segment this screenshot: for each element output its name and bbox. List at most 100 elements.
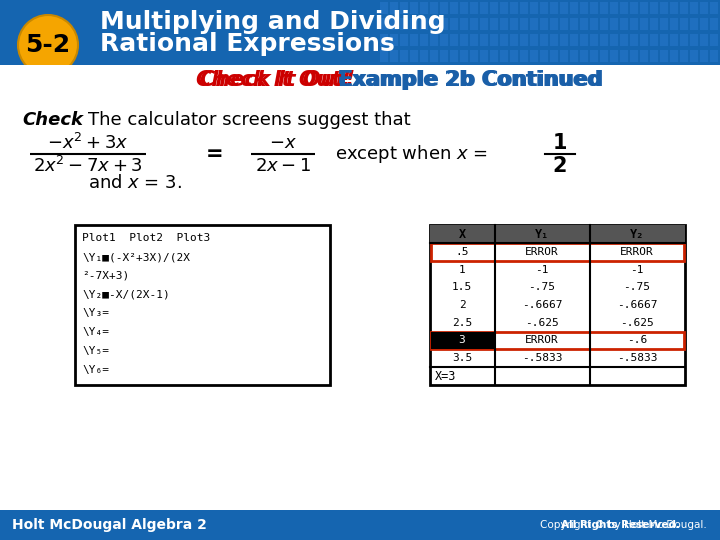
Bar xyxy=(450,2,458,14)
Bar xyxy=(500,50,508,62)
Bar xyxy=(630,82,638,94)
Bar xyxy=(390,34,398,46)
Bar xyxy=(500,34,508,46)
Bar xyxy=(430,225,685,385)
Text: -.5833: -.5833 xyxy=(617,353,657,363)
Text: -.625: -.625 xyxy=(620,318,654,328)
Bar xyxy=(640,66,648,78)
Bar xyxy=(600,2,608,14)
Text: -.6667: -.6667 xyxy=(522,300,562,310)
Bar xyxy=(480,66,488,78)
Bar xyxy=(560,34,568,46)
Bar xyxy=(480,18,488,30)
Bar xyxy=(650,82,658,94)
Text: Check It Out!: Check It Out! xyxy=(200,70,355,90)
Bar xyxy=(560,50,568,62)
Bar xyxy=(540,18,548,30)
Text: $2x - 1$: $2x - 1$ xyxy=(255,157,311,175)
Bar xyxy=(440,82,448,94)
Text: $-x^2 + 3x$: $-x^2 + 3x$ xyxy=(48,133,129,153)
Text: \Y₂■-X/(2X-1): \Y₂■-X/(2X-1) xyxy=(82,289,170,300)
Text: -.625: -.625 xyxy=(525,318,559,328)
Text: \Y₁■(-X²+3X)/(2X: \Y₁■(-X²+3X)/(2X xyxy=(82,252,190,262)
Bar xyxy=(430,82,438,94)
Bar xyxy=(510,82,518,94)
Bar xyxy=(660,66,668,78)
Bar xyxy=(620,34,628,46)
Bar xyxy=(520,2,528,14)
Bar xyxy=(660,2,668,14)
Bar xyxy=(610,82,618,94)
Bar xyxy=(670,66,678,78)
Text: .5: .5 xyxy=(455,247,469,257)
Bar xyxy=(710,34,718,46)
Bar xyxy=(380,82,388,94)
Text: ERROR: ERROR xyxy=(525,247,559,257)
Bar xyxy=(530,18,538,30)
Bar xyxy=(480,34,488,46)
Text: Example 2b Continued: Example 2b Continued xyxy=(332,70,603,90)
Bar xyxy=(410,66,418,78)
Bar xyxy=(520,82,528,94)
Bar xyxy=(450,50,458,62)
Bar xyxy=(560,82,568,94)
Text: 1.5: 1.5 xyxy=(452,282,472,292)
Bar xyxy=(590,34,598,46)
Bar xyxy=(510,66,518,78)
Bar xyxy=(620,2,628,14)
Bar xyxy=(420,2,428,14)
Bar xyxy=(630,66,638,78)
Bar xyxy=(390,66,398,78)
Bar xyxy=(530,66,538,78)
Bar xyxy=(580,82,588,94)
Bar xyxy=(680,66,688,78)
Bar xyxy=(480,2,488,14)
Bar xyxy=(500,18,508,30)
Text: The calculator screens suggest that: The calculator screens suggest that xyxy=(88,111,410,129)
Bar xyxy=(380,18,388,30)
Bar xyxy=(470,2,478,14)
Bar xyxy=(590,18,598,30)
Bar xyxy=(380,34,388,46)
Bar xyxy=(431,332,495,349)
Text: 1: 1 xyxy=(553,133,567,153)
Bar xyxy=(590,66,598,78)
Text: -.5833: -.5833 xyxy=(522,353,562,363)
Bar xyxy=(600,34,608,46)
Bar xyxy=(390,2,398,14)
Bar xyxy=(690,2,698,14)
Bar xyxy=(590,50,598,62)
Bar xyxy=(580,50,588,62)
Bar xyxy=(490,50,498,62)
Bar xyxy=(660,50,668,62)
Text: Plot1  Plot2  Plot3: Plot1 Plot2 Plot3 xyxy=(82,233,210,243)
Bar xyxy=(420,50,428,62)
Text: Check It Out!: Check It Out! xyxy=(282,70,438,90)
Bar xyxy=(670,50,678,62)
Bar xyxy=(460,50,468,62)
Bar xyxy=(710,66,718,78)
Bar xyxy=(420,18,428,30)
Bar xyxy=(470,82,478,94)
Bar xyxy=(590,2,598,14)
Bar xyxy=(0,0,720,95)
Bar xyxy=(430,225,685,243)
Bar xyxy=(620,66,628,78)
Bar xyxy=(540,82,548,94)
Bar xyxy=(470,66,478,78)
Bar xyxy=(430,50,438,62)
Bar xyxy=(710,2,718,14)
Text: \Y₄=: \Y₄= xyxy=(82,327,109,338)
Bar xyxy=(430,34,438,46)
Text: $2x^2 - 7x + 3$: $2x^2 - 7x + 3$ xyxy=(33,156,143,176)
Bar xyxy=(640,82,648,94)
Bar xyxy=(430,66,438,78)
Bar xyxy=(400,50,408,62)
Text: Y₂: Y₂ xyxy=(630,227,644,240)
Text: -1: -1 xyxy=(630,265,644,274)
Text: X: X xyxy=(459,227,466,240)
Bar xyxy=(510,34,518,46)
Bar xyxy=(410,82,418,94)
Bar xyxy=(650,2,658,14)
Bar xyxy=(0,65,720,95)
